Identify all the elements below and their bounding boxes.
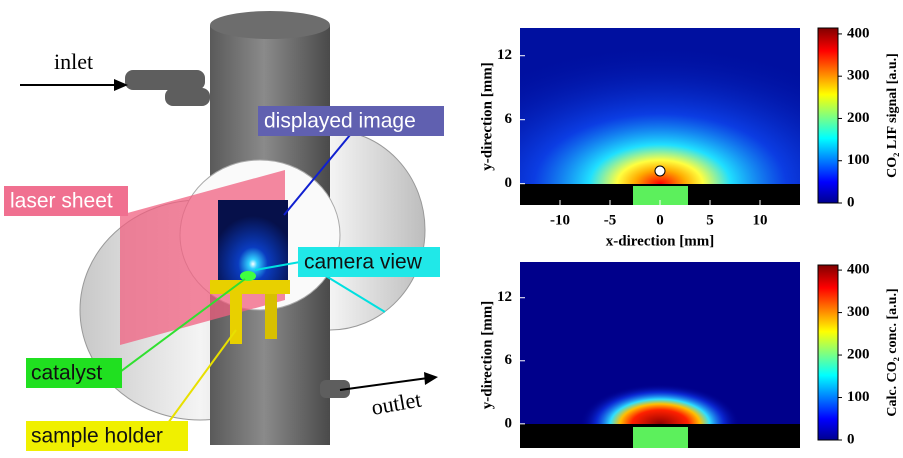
colorbar (817, 264, 839, 441)
colorbar-title: Calc. CO₂ conc. [a.u.] (885, 288, 900, 416)
pointer (254, 261, 301, 271)
x-tick-label: 10 (753, 212, 768, 228)
outlet-arrow (339, 377, 429, 391)
pointer (159, 329, 237, 435)
catalyst-patch (633, 186, 688, 205)
colorbar-tick-label: 0 (847, 194, 855, 210)
y-tick-label: 0 (505, 415, 513, 431)
y-tick-label: 12 (497, 47, 512, 63)
colorbar-tick-label: 100 (847, 389, 870, 405)
y-axis-title: y-direction [mm] (479, 301, 495, 409)
x-tick-label: 5 (706, 212, 714, 228)
colorbar-tick-label: 0 (847, 431, 855, 447)
y-tick-label: 0 (505, 175, 513, 191)
pointer (119, 278, 246, 373)
probe-point (654, 165, 666, 177)
cylinder-top (210, 11, 330, 39)
catalyst-label: catalyst (31, 362, 102, 385)
label-box (298, 247, 440, 277)
label-box (26, 358, 122, 388)
y-tick-label: 6 (505, 111, 513, 127)
colorbar (817, 27, 839, 204)
displayed-image (218, 200, 288, 280)
camera-view-label: camera view (304, 251, 423, 274)
colorbar-tick-label: 200 (847, 346, 870, 362)
catalyst-patch (633, 427, 688, 448)
inlet-pipe-2 (165, 88, 210, 106)
label-box (26, 421, 188, 451)
displayed-image-label: displayed image (264, 110, 416, 133)
sample-holder-plate (210, 280, 290, 294)
outlet-pipe (320, 380, 350, 398)
y-tick-label: 12 (497, 289, 512, 305)
colorbar-tick-label: 300 (847, 68, 870, 84)
x-tick-label: -10 (550, 212, 570, 228)
inlet-label: inlet (54, 49, 93, 74)
laser-sheet-label: laser sheet (10, 190, 113, 213)
heatmap-signal (520, 28, 800, 184)
colorbar-tick-label: 200 (847, 110, 870, 126)
label-box (258, 106, 444, 136)
pointer (283, 134, 351, 216)
arrow-head (114, 79, 128, 91)
heatmap-signal (580, 344, 740, 424)
colorbar-tick-label: 400 (847, 262, 870, 278)
outlet-label: outlet (369, 387, 423, 420)
x-tick-label: 0 (656, 212, 664, 228)
sample-holder-label: sample holder (31, 425, 163, 448)
colorbar-tick-label: 300 (847, 304, 870, 320)
reactor-render: inlet displayed image laser sheet camera… (4, 11, 444, 451)
x-tick-label: -5 (604, 212, 617, 228)
heatmap (520, 27, 839, 205)
y-axis-title: y-direction [mm] (479, 62, 495, 170)
x-axis-title: x-direction [mm] (606, 233, 714, 249)
inlet-pipe (125, 70, 205, 90)
sample-holder-leg (230, 294, 242, 344)
y-tick-label: 6 (505, 352, 513, 368)
label-box (4, 186, 128, 216)
arrow-head (424, 372, 438, 385)
heatmap (520, 262, 839, 448)
sample-holder-leg (265, 294, 277, 339)
colorbar-tick-label: 400 (847, 25, 870, 41)
colorbar-title: CO₂ LIF signal [a.u.] (885, 53, 900, 178)
catalyst-sample (240, 271, 256, 281)
colorbar-tick-label: 100 (847, 152, 870, 168)
